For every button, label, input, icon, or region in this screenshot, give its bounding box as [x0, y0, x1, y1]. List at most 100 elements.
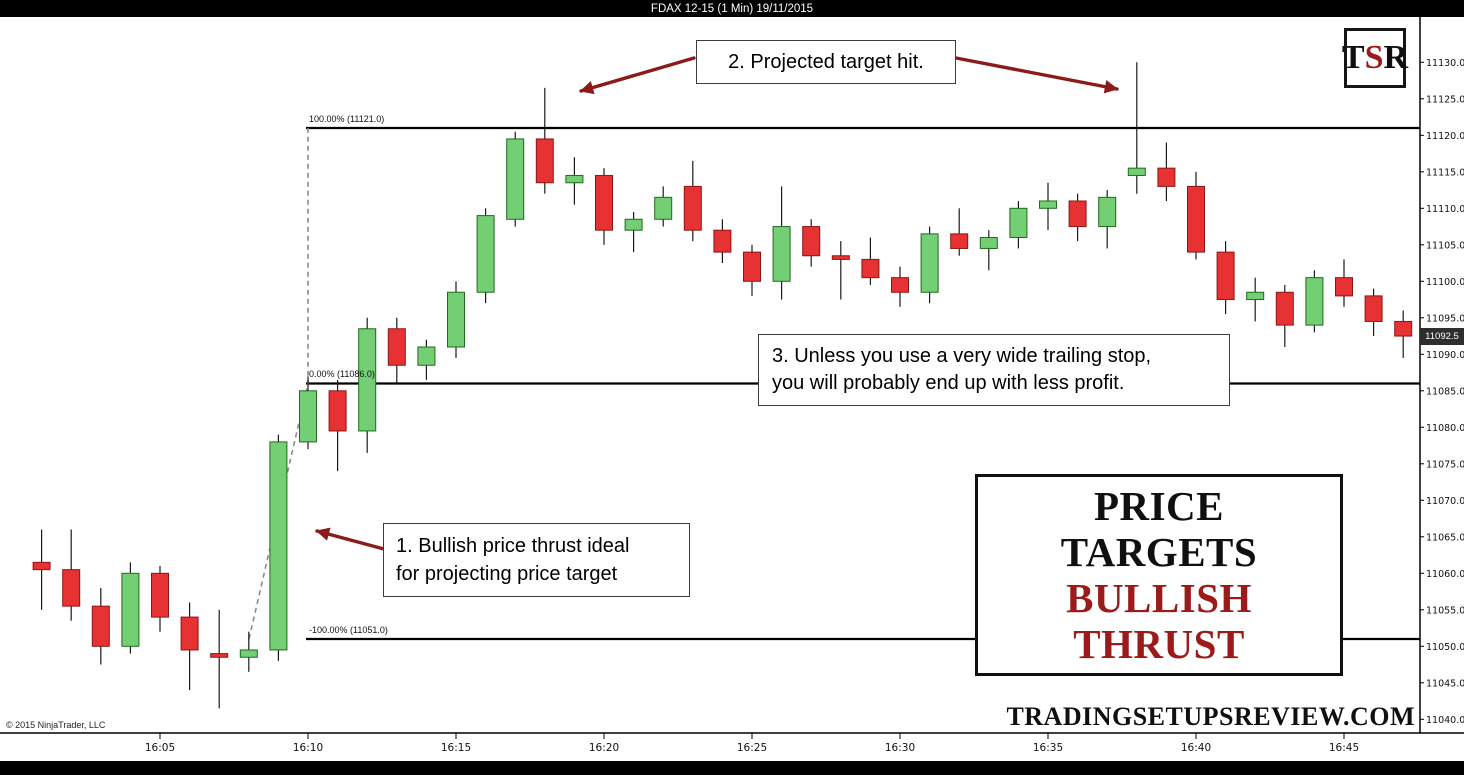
- annotation-bullish-thrust-line1: 1. Bullish price thrust ideal: [396, 535, 630, 557]
- candle-body-16:13: [387, 328, 406, 366]
- candle-body-16:27: [802, 226, 821, 257]
- candle-body-16:25: [743, 251, 761, 282]
- time-axis-label: 16:40: [1181, 742, 1211, 754]
- candle-body-16:46: [1364, 295, 1383, 322]
- fib-origin-label: -100.00% (11051.0): [309, 625, 388, 635]
- candle-body-16:26: [772, 226, 791, 282]
- chart-title: FDAX 12-15 (1 Min) 19/11/2015: [650, 2, 814, 15]
- price-axis-label: 11045.0: [1426, 678, 1464, 689]
- candle-body-16:45: [1335, 277, 1353, 297]
- candle-body-16:28: [831, 255, 850, 260]
- chart-axes: 11130.0 11125.0 11120.0 11115.0 11110.0 11105…: [0, 17, 1464, 754]
- price-axis-label: 11050.0: [1426, 642, 1464, 653]
- callout-price-targets: PRICE TARGETS: [1060, 483, 1258, 575]
- price-axis-label: 11095.0: [1426, 313, 1464, 324]
- candle-body-16:47: [1394, 320, 1413, 337]
- ninjatrader-copyright: © 2015 NinjaTrader, LLC: [6, 720, 106, 730]
- price-axis-label: 11065.0: [1426, 532, 1464, 543]
- time-axis-label: 16:25: [737, 742, 767, 754]
- candle-body-16:12: [358, 328, 377, 432]
- annotation-bullish-thrust-line2: for projecting price target: [396, 563, 618, 585]
- candle-body-16:43: [1275, 291, 1294, 326]
- candle-body-16:42: [1246, 291, 1265, 301]
- price-axis-label: 11115.0: [1426, 167, 1464, 178]
- annotation-target-hit-text: 2. Projected target hit.: [728, 51, 924, 73]
- price-axis-label: 11090.0: [1426, 350, 1464, 361]
- annotation-trailing-stop: 3. Unless you use a very wide trailing s…: [758, 334, 1230, 406]
- time-axis-label: 16:20: [589, 742, 619, 754]
- candle-body-16:08: [239, 649, 258, 658]
- candle-body-16:20: [595, 174, 613, 231]
- candle-body-16:03: [91, 605, 110, 647]
- price-axis-label: 11125.0: [1426, 94, 1464, 105]
- annotation-bullish-thrust: 1. Bullish price thrust ideal for projec…: [383, 523, 690, 597]
- candle-body-16:18: [535, 138, 554, 184]
- time-axis-label: 16:30: [885, 742, 915, 754]
- candle-body-16:07: [210, 653, 229, 658]
- candle-body-16:14: [417, 346, 436, 366]
- price-axis-label: 11055.0: [1426, 605, 1464, 616]
- annotation-arrows: [315, 56, 1119, 551]
- candle-body-16:01: [32, 561, 51, 571]
- annotation-trailing-stop-line2: you will probably end up with less profi…: [772, 372, 1125, 394]
- candle-body-16:44: [1305, 277, 1324, 326]
- time-axis-label: 16:35: [1033, 742, 1063, 754]
- price-axis-label: 11105.0: [1426, 240, 1464, 251]
- price-axis-label: 11070.0: [1426, 496, 1464, 507]
- candle-body-16:16: [476, 215, 495, 293]
- tsr-logo-letter-r: R: [1383, 39, 1409, 76]
- chart-title-bar: FDAX 12-15 (1 Min) 19/11/2015: [0, 0, 1464, 17]
- strategy-callout-box: PRICE TARGETS BULLISH THRUST: [975, 474, 1343, 676]
- candle-body-16:23: [683, 185, 702, 231]
- fib-base-label: 0.00% (11086.0): [309, 369, 375, 379]
- candle-body-16:36: [1068, 200, 1087, 228]
- candle-body-16:32: [950, 233, 969, 249]
- price-axis-label: 11060.0: [1426, 569, 1464, 580]
- callout-bullish-thrust: BULLISH THRUST: [1066, 575, 1252, 667]
- candle-body-16:17: [506, 138, 525, 220]
- candle-body-16:22: [654, 196, 673, 220]
- price-axis-label: 11130.0: [1426, 58, 1464, 69]
- candle-body-16:24: [713, 229, 732, 253]
- candle-body-16:38: [1127, 167, 1146, 176]
- candle-body-16:10: [299, 390, 317, 443]
- annotation-target-hit: 2. Projected target hit.: [696, 40, 956, 84]
- candle-body-16:34: [1009, 207, 1028, 239]
- candle-body-16:06: [180, 616, 199, 651]
- tsr-logo-letter-s: S: [1364, 39, 1384, 76]
- annotation-trailing-stop-line1: 3. Unless you use a very wide trailing s…: [772, 345, 1152, 367]
- annotation-arrow: [579, 56, 696, 95]
- fib-target-label: 100.00% (11121.0): [309, 114, 385, 124]
- time-axis-label: 16:15: [441, 742, 471, 754]
- candle-body-16:41: [1216, 251, 1235, 301]
- candle-body-16:21: [624, 218, 643, 231]
- candle-body-16:33: [979, 237, 998, 249]
- time-axis-label: 16:10: [293, 742, 323, 754]
- last-price-badge: 11092.5: [1420, 328, 1464, 345]
- candle-body-16:04: [121, 572, 140, 647]
- time-axis-label: 16:45: [1329, 742, 1359, 754]
- candle-body-16:37: [1098, 196, 1117, 228]
- annotation-arrow: [315, 527, 386, 551]
- candle-body-16:29: [861, 258, 880, 279]
- price-axis-label: 11080.0: [1426, 423, 1464, 434]
- price-axis-label: 11075.0: [1426, 459, 1464, 470]
- candle-body-16:40: [1187, 185, 1205, 253]
- candlestick-series: [32, 62, 1413, 709]
- candle-body-16:02: [62, 569, 81, 607]
- tsr-logo-letter-t: T: [1341, 39, 1365, 76]
- price-axis-label: 11040.0: [1426, 715, 1464, 726]
- candle-body-16:15: [447, 291, 465, 348]
- time-axis-label: 16:05: [145, 742, 175, 754]
- bottom-black-bar: [0, 761, 1464, 775]
- candle-body-16:30: [891, 277, 909, 293]
- price-axis-label: 11120.0: [1426, 131, 1464, 142]
- price-axis-label: 11085.0: [1426, 386, 1464, 397]
- candle-body-16:19: [565, 174, 584, 184]
- price-axis-label: 11100.0: [1426, 277, 1464, 288]
- annotation-arrow: [954, 56, 1119, 94]
